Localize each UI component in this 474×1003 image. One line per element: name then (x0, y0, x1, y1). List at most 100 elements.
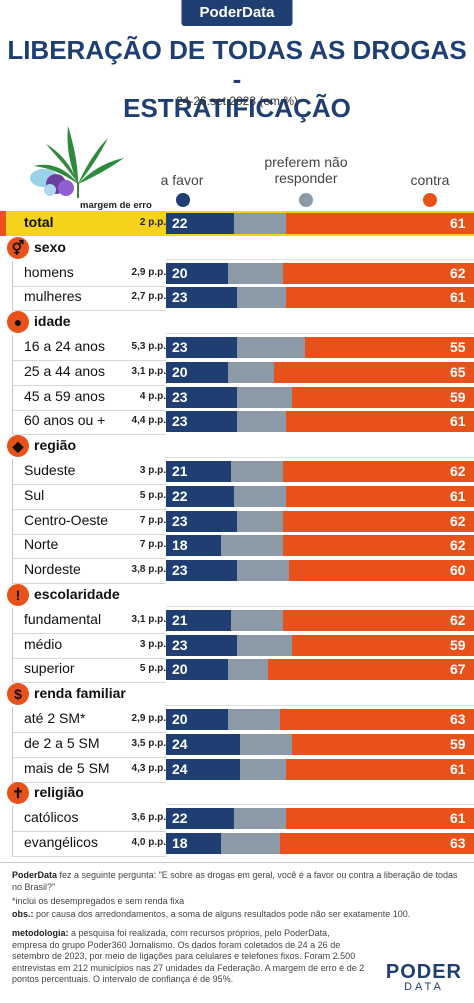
bar-segment-favor (166, 213, 235, 234)
row-margin-of-error: 5 p.p. (139, 489, 166, 501)
bar-segment-favor (166, 609, 232, 631)
value-label-contra: 62 (450, 512, 466, 529)
row-left-rule (12, 806, 13, 832)
bar-segment-favor (166, 361, 229, 383)
row-label: Nordeste (24, 561, 81, 578)
bar-segment-contra (286, 287, 474, 309)
footer-question: PoderData fez a seguinte pergunta: "E so… (12, 870, 462, 893)
value-label-contra: 61 (450, 760, 466, 777)
table-row: Norte 7 p.p. 18 62 (0, 533, 474, 560)
section-header: ! escolaridade (0, 583, 474, 607)
exclamation-icon: ! (7, 584, 29, 606)
row-margin-of-error: 3,5 p.p. (131, 737, 166, 749)
row-divider (12, 533, 166, 535)
value-label-favor: 22 (172, 487, 188, 504)
bar-segment-favor (166, 560, 238, 582)
bar-segment-nao-responder (230, 461, 284, 482)
bar-segment-favor (166, 461, 232, 482)
value-label-favor: 24 (172, 735, 188, 752)
table-row: de 2 a 5 SM 3,5 p.p. 24 59 (0, 731, 474, 758)
row-divider (12, 657, 166, 659)
bar-segment-nao-responder (236, 287, 287, 309)
row-divider (12, 756, 166, 758)
value-label-contra: 59 (450, 636, 466, 653)
section-title: renda familiar (34, 685, 126, 702)
cross-icon: ✝ (7, 782, 29, 805)
bar-segment-contra (267, 659, 474, 681)
value-label-contra: 61 (450, 289, 466, 306)
section-divider (166, 258, 474, 260)
value-label-contra: 63 (450, 711, 466, 727)
row-margin-of-error: 5 p.p. (139, 663, 166, 675)
bar-segment-contra (283, 535, 474, 557)
bar-segment-nao-responder (236, 411, 287, 433)
bar-segment-favor (166, 386, 238, 408)
row-margin-of-error: 4,4 p.p. (131, 415, 166, 427)
footer-method-label: metodologia: (12, 928, 69, 938)
row-label: evangélicos (24, 834, 98, 850)
bar-segment-nao-responder (239, 758, 287, 780)
table-row: 45 a 59 anos 4 p.p. 23 59 (0, 384, 474, 411)
footer-divider (0, 862, 474, 863)
table-row: Centro-Oeste 7 p.p. 23 62 (0, 508, 474, 535)
value-label-contra: 62 (450, 463, 466, 479)
value-label-favor: 23 (172, 289, 188, 306)
value-label-favor: 23 (172, 388, 188, 405)
bar-segment-favor (166, 485, 235, 507)
row-divider (12, 384, 166, 386)
section-divider (166, 457, 474, 459)
value-label-favor: 20 (172, 661, 188, 678)
footer-method-text: a pesquisa foi realizada, com recursos p… (12, 928, 365, 984)
row-margin-of-error: 7 p.p. (139, 514, 166, 526)
bar-segment-favor (166, 758, 241, 780)
row-margin-of-error: 2,7 p.p. (131, 291, 166, 303)
value-label-favor: 23 (172, 339, 188, 355)
row-margin-of-error: 2 p.p. (139, 217, 166, 228)
value-label-contra: 55 (450, 339, 466, 355)
bar-segment-contra (292, 634, 474, 656)
person-icon: ● (7, 311, 29, 334)
row-left-rule (12, 483, 13, 509)
bar-segment-nao-responder (236, 510, 284, 532)
section-header: ◆ região (0, 434, 474, 459)
table-row: Sul 5 p.p. 22 61 (0, 483, 474, 510)
value-label-favor: 21 (172, 463, 188, 479)
section-divider (166, 606, 474, 607)
table-row: mais de 5 SM 4,3 p.p. 24 61 (0, 756, 474, 783)
bar-segment-nao-responder (221, 833, 281, 854)
table-row: fundamental 3,1 p.p. 21 62 (0, 607, 474, 634)
table-row: superior 5 p.p. 20 67 (0, 657, 474, 684)
row-left-rule (12, 607, 13, 633)
bar-segment-contra (286, 485, 474, 507)
value-label-contra: 61 (450, 413, 466, 430)
row-left-rule (12, 335, 13, 360)
row-left-rule (12, 731, 13, 757)
table-row: 16 a 24 anos 5,3 p.p. 23 55 (0, 335, 474, 361)
value-label-favor: 20 (172, 363, 188, 380)
row-label: superior (24, 660, 75, 677)
row-margin-of-error: 2,9 p.p. (131, 266, 166, 278)
legend-nao-responder-dot (299, 193, 313, 207)
row-divider (12, 682, 166, 684)
row-left-rule (12, 533, 13, 559)
row-left-rule (12, 359, 13, 385)
title-line-1: LIBERAÇÃO DE TODAS AS DROGAS - (7, 35, 467, 94)
row-left-rule (12, 756, 13, 782)
row-divider (12, 310, 166, 312)
row-margin-of-error: 3,6 p.p. (131, 812, 166, 824)
row-left-rule (12, 508, 13, 534)
bar-segment-nao-responder (236, 560, 290, 582)
footer-question-brand: PoderData (12, 870, 58, 880)
row-margin-of-error: 3 p.p. (139, 638, 166, 650)
row-margin-of-error: 3,1 p.p. (131, 365, 166, 377)
section-header: $ renda familiar (0, 682, 474, 707)
section-header: ● idade (0, 310, 474, 335)
bar-segment-nao-responder (239, 733, 293, 755)
bar-segment-nao-responder (227, 709, 281, 730)
row-label: homens (24, 263, 74, 280)
bar-segment-contra (292, 733, 474, 755)
bar-segment-nao-responder (227, 262, 284, 284)
section-header: ⚥ sexo (0, 236, 474, 260)
table-row: 25 a 44 anos 3,1 p.p. 20 65 (0, 359, 474, 386)
value-label-contra: 62 (450, 611, 466, 628)
